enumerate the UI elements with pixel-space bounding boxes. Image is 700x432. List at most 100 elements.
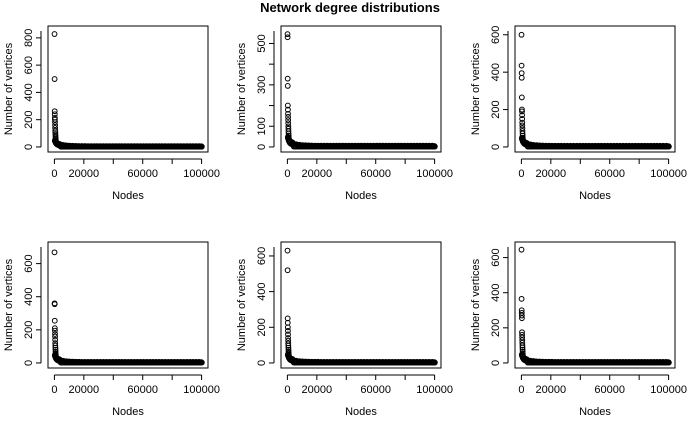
data-point — [52, 116, 58, 123]
data-points — [51, 249, 205, 366]
data-point — [518, 74, 525, 81]
data-point — [285, 110, 291, 117]
data-point — [51, 108, 58, 115]
data-point — [519, 106, 525, 113]
data-point — [519, 122, 526, 129]
data-points — [518, 246, 672, 366]
data-point — [285, 117, 292, 123]
y-tick-label: 400 — [23, 288, 35, 306]
data-points — [518, 31, 672, 150]
x-tick-label: 60000 — [594, 168, 625, 180]
data-point — [51, 31, 58, 37]
data-points — [284, 31, 438, 150]
scatter-panel-6: 0 20000 60000 100000 0 200 400 600 Nodes Number o… — [470, 241, 687, 418]
data-point — [431, 143, 438, 150]
data-point — [284, 267, 291, 274]
x-tick-label: 20000 — [302, 168, 333, 180]
data-point — [518, 246, 525, 253]
data-point — [52, 327, 58, 334]
data-point — [51, 249, 58, 256]
data-point — [519, 342, 526, 349]
plot-box — [47, 241, 209, 369]
y-tick-label: 0 — [490, 144, 502, 150]
data-point — [284, 34, 291, 41]
x-tick-label: 0 — [284, 384, 290, 396]
scatter-panel-3: 0 20000 60000 100000 0 200 400 600 Nodes Number o… — [470, 25, 687, 202]
y-tick-label: 0 — [490, 360, 502, 366]
data-point — [285, 327, 291, 334]
figure-title: Network degree distributions — [260, 0, 440, 15]
plot-box — [514, 241, 676, 369]
data-point — [285, 114, 291, 120]
data-point — [284, 102, 291, 109]
data-point — [52, 342, 59, 349]
y-axis-label: Number of vertices — [3, 258, 15, 351]
y-tick-label: 200 — [23, 111, 35, 129]
data-point — [51, 111, 58, 118]
data-point — [51, 76, 58, 82]
data-point — [285, 335, 291, 341]
x-tick-label: 100000 — [183, 168, 220, 180]
data-point — [665, 359, 672, 366]
data-point — [198, 143, 205, 150]
data-point — [519, 315, 525, 322]
data-point — [518, 295, 525, 302]
x-tick-label: 20000 — [536, 168, 567, 180]
plot-box — [514, 25, 676, 153]
x-tick-label: 20000 — [302, 384, 333, 396]
y-tick-label: 400 — [23, 83, 35, 101]
data-point — [431, 359, 438, 366]
x-tick-label: 100000 — [650, 384, 687, 396]
scatter-panel-4: 0 20000 60000 100000 0 200 400 600 Nodes Number o… — [3, 241, 220, 418]
data-point — [519, 119, 526, 126]
y-tick-label: 300 — [256, 76, 268, 94]
scatter-panel-2: 0 20000 60000 100000 0 100 300 500 Nodes Number o… — [236, 25, 453, 202]
y-axis-label: Number of vertices — [236, 258, 248, 351]
data-point — [284, 324, 291, 331]
x-tick-label: 100000 — [183, 384, 220, 396]
x-axis-label: Nodes — [579, 406, 611, 418]
x-tick-label: 60000 — [360, 168, 391, 180]
data-point — [285, 106, 291, 113]
x-tick-label: 0 — [51, 168, 57, 180]
y-axis-label: Number of vertices — [470, 42, 482, 135]
data-point — [52, 119, 58, 126]
x-tick-label: 20000 — [69, 168, 100, 180]
data-point — [518, 31, 525, 38]
data-point — [284, 75, 291, 82]
data-point — [518, 312, 525, 319]
data-point — [284, 82, 291, 89]
y-tick-label: 600 — [256, 247, 268, 265]
y-tick-label: 0 — [256, 360, 268, 366]
data-points — [284, 247, 438, 366]
y-tick-label: 600 — [490, 26, 502, 44]
plot-box — [280, 241, 442, 369]
x-tick-label: 0 — [518, 384, 524, 396]
data-point — [285, 342, 292, 349]
y-tick-label: 800 — [23, 29, 35, 47]
y-tick-label: 500 — [256, 34, 268, 52]
data-points — [51, 31, 205, 150]
data-point — [52, 122, 58, 129]
x-tick-label: 100000 — [650, 168, 687, 180]
x-axis-label: Nodes — [345, 190, 377, 202]
y-tick-label: 600 — [490, 248, 502, 266]
y-tick-label: 200 — [256, 318, 268, 336]
data-point — [665, 143, 672, 150]
plot-box — [47, 25, 209, 153]
data-point — [519, 108, 525, 115]
y-tick-label: 0 — [23, 144, 35, 150]
y-tick-label: 400 — [256, 282, 268, 300]
data-point — [518, 70, 525, 77]
data-point — [52, 336, 59, 343]
data-point — [284, 31, 291, 38]
data-point — [519, 112, 525, 119]
x-tick-label: 60000 — [360, 384, 391, 396]
y-tick-label: 400 — [490, 284, 502, 302]
y-tick-label: 200 — [490, 319, 502, 337]
x-tick-label: 20000 — [69, 384, 100, 396]
x-tick-label: 60000 — [127, 384, 158, 396]
y-tick-label: 0 — [256, 144, 268, 150]
y-axis-label: Number of vertices — [236, 42, 248, 135]
